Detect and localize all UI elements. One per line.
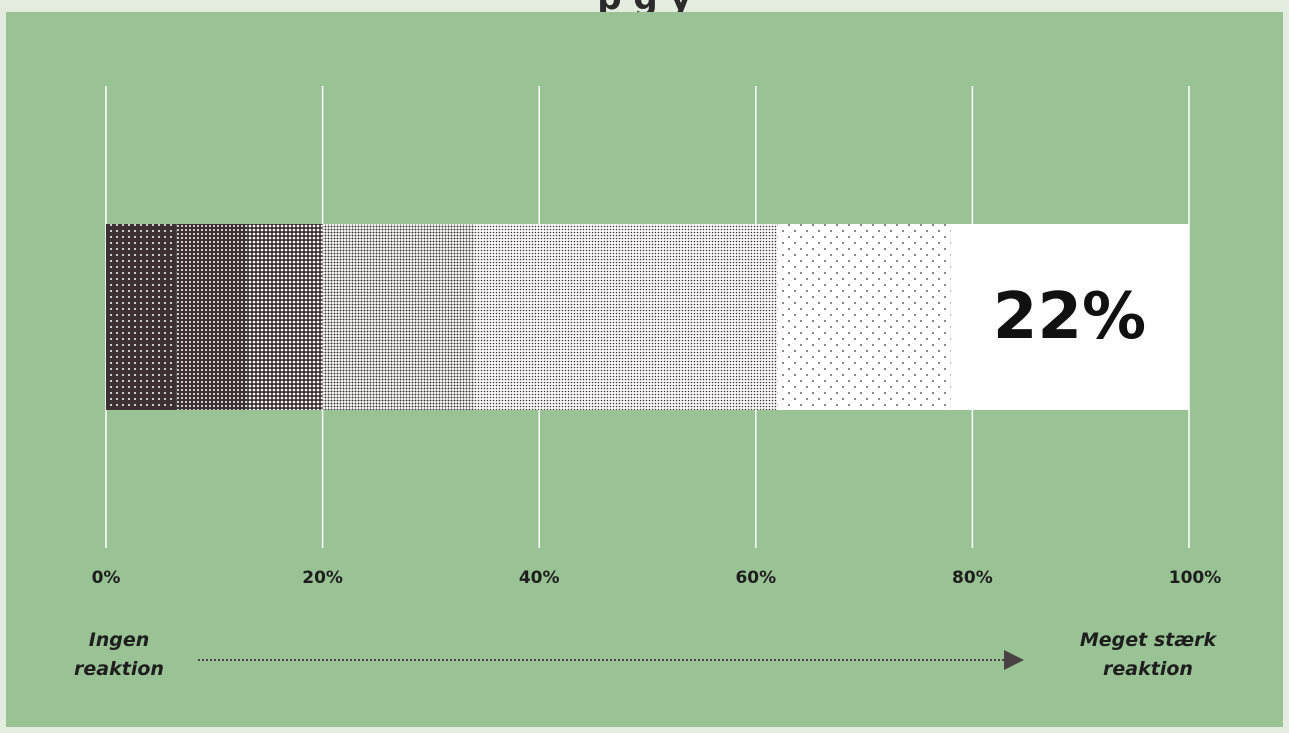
- x-tick-label: 100%: [1168, 568, 1222, 588]
- scale-start-line-1: Ingen: [88, 629, 150, 651]
- scale-start-line-2: reaktion: [74, 658, 164, 680]
- bar-segment-4: [322, 224, 475, 410]
- bar-segment-5: [474, 224, 778, 410]
- x-tick-label: 0%: [91, 568, 121, 588]
- bar-segment-6: [777, 224, 951, 410]
- x-tick-label: 60%: [735, 568, 777, 588]
- bar-segment-1: [106, 224, 177, 410]
- x-tick-label: 40%: [518, 568, 560, 588]
- x-tick-label: 80%: [952, 568, 993, 588]
- scale-end-line-1: Meget stærk: [1079, 629, 1217, 651]
- bar-segment-3: [246, 224, 323, 410]
- scale-start-label: Ingen reaktion: [74, 626, 164, 684]
- bar-segment-7: [950, 224, 1189, 410]
- x-tick-label: 20%: [302, 568, 343, 588]
- value-label: 22%: [992, 280, 1147, 354]
- scale-end-line-2: reaktion: [1103, 658, 1193, 680]
- scale-end-label: Meget stærk reaktion: [1068, 626, 1228, 684]
- bar-segment-2: [176, 224, 247, 410]
- chart-title-fragment: p g y: [0, 0, 1289, 12]
- title-strip: p g y: [0, 0, 1289, 12]
